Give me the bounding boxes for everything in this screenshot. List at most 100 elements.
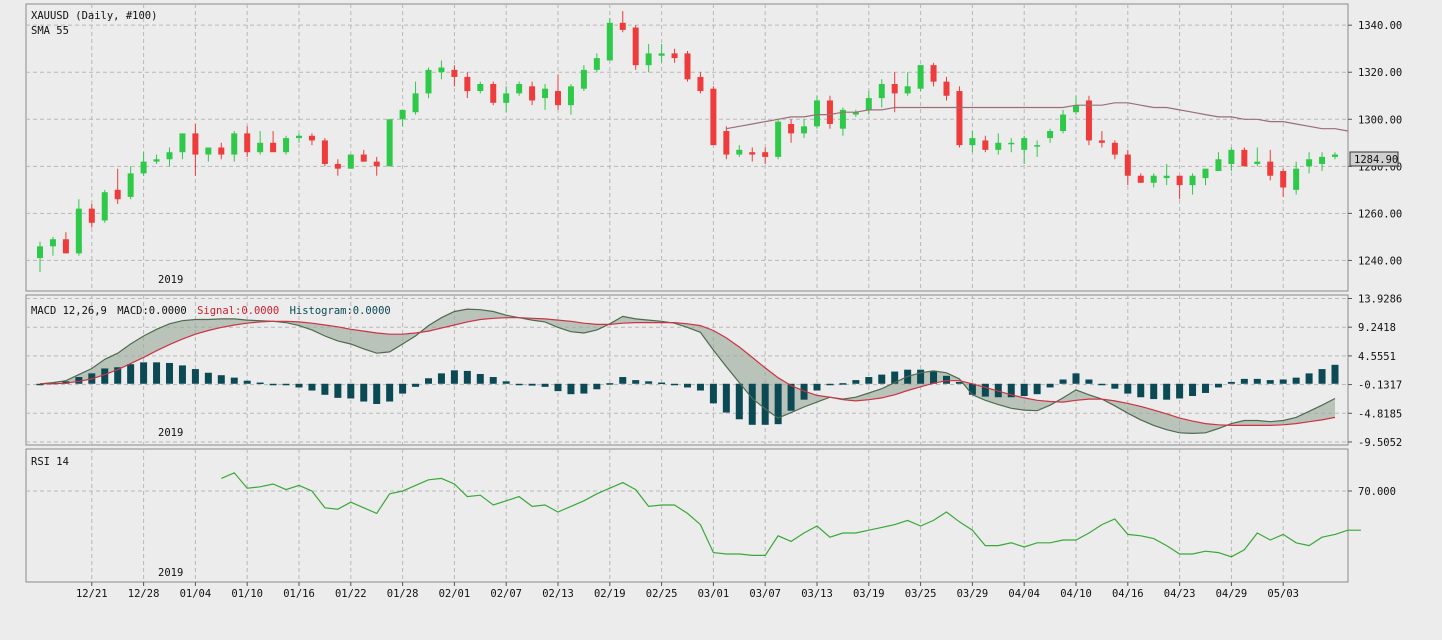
candle-body — [1189, 175, 1196, 186]
histogram-bar — [399, 383, 407, 394]
x-tick-label: 04/16 — [1112, 588, 1144, 600]
histogram-bar — [955, 381, 963, 384]
price-year-label: 2019 — [158, 274, 183, 286]
candle-body — [75, 208, 82, 254]
candle-body — [684, 53, 691, 80]
histogram-bar — [878, 374, 886, 384]
candle-body — [865, 98, 872, 110]
candle-body — [567, 86, 574, 106]
candle-body — [257, 142, 264, 153]
histogram-bar — [114, 367, 122, 384]
candle-body — [218, 147, 225, 155]
macd-ytick-label: 13.9286 — [1358, 293, 1402, 305]
candle-body — [982, 140, 989, 150]
macd-ytick-label: -0.1317 — [1358, 380, 1402, 392]
x-tick-label: 03/19 — [853, 588, 885, 600]
price-chart-title: XAUUSD (Daily, #100) — [31, 10, 157, 22]
x-tick-label: 02/13 — [542, 588, 574, 600]
macd-ytick-label: -9.5052 — [1358, 437, 1402, 449]
histogram-bar — [321, 383, 329, 395]
x-tick-label: 01/10 — [231, 588, 263, 600]
histogram-bar — [217, 375, 225, 384]
x-tick-label: 04/29 — [1216, 588, 1248, 600]
candle-body — [1254, 161, 1261, 164]
candle-body — [891, 83, 898, 94]
candle-body — [153, 159, 160, 162]
macd-legend-histogram: Histogram:0.0000 — [290, 305, 391, 317]
candle-body — [412, 93, 419, 113]
candle-body — [878, 83, 885, 99]
candle-body — [270, 142, 277, 153]
histogram-bar — [1137, 383, 1145, 398]
candle-body — [1034, 145, 1041, 147]
candle-body — [1319, 156, 1326, 164]
x-tick-label: 01/16 — [283, 588, 315, 600]
histogram-bar — [127, 364, 135, 384]
sma-indicator-label: SMA 55 — [31, 25, 69, 37]
histogram-bar — [347, 383, 355, 399]
histogram-bar — [1098, 383, 1106, 386]
candle-body — [852, 112, 859, 115]
histogram-bar — [1214, 383, 1222, 388]
histogram-bar — [425, 378, 432, 384]
histogram-bar — [1046, 383, 1054, 388]
candle-body — [37, 246, 43, 259]
candle-body — [166, 152, 173, 160]
histogram-bar — [774, 383, 782, 425]
histogram-bar — [1059, 379, 1067, 384]
histogram-bar — [153, 362, 161, 384]
histogram-bar — [204, 372, 212, 384]
macd-panel-frame — [25, 294, 1349, 446]
histogram-bar — [412, 383, 420, 387]
rsi-title: RSI 14 — [31, 456, 69, 468]
macd-title: MACD 12,26,9 — [31, 305, 107, 317]
x-tick-label: 03/29 — [957, 588, 989, 600]
histogram-bar — [593, 383, 601, 390]
candle-body — [231, 133, 238, 155]
candle-body — [386, 119, 393, 167]
histogram-bar — [1279, 379, 1287, 384]
candle-body — [399, 109, 406, 120]
histogram-bar — [891, 371, 899, 384]
rsi-panel-frame — [25, 448, 1349, 583]
candle-body — [516, 83, 523, 94]
candle-body — [451, 69, 458, 77]
x-tick-label: 04/10 — [1060, 588, 1092, 600]
histogram-bar — [671, 383, 679, 386]
x-tick-label: 01/04 — [180, 588, 212, 600]
histogram-bar — [1292, 377, 1300, 384]
candle-body — [606, 22, 613, 61]
candle-body — [101, 192, 108, 221]
histogram-bar — [243, 380, 251, 384]
histogram-bar — [36, 383, 44, 386]
candle-body — [736, 149, 743, 155]
histogram-bar — [1163, 383, 1171, 400]
candle-body — [49, 239, 56, 247]
candle-body — [1215, 159, 1222, 172]
histogram-bar — [619, 377, 627, 384]
candle-body — [697, 76, 704, 92]
histogram-bar — [386, 383, 394, 402]
x-tick-label: 03/07 — [749, 588, 781, 600]
histogram-bar — [1020, 383, 1028, 397]
candle-body — [244, 133, 251, 153]
candle-body — [801, 126, 808, 134]
price-ytick-label: 1260.00 — [1358, 208, 1402, 220]
candle-body — [1137, 175, 1144, 183]
candle-body — [1163, 175, 1170, 179]
candle-body — [360, 154, 367, 162]
candle-body — [1047, 131, 1054, 139]
histogram-bar — [917, 369, 925, 384]
candle-body — [503, 93, 510, 103]
histogram-bar — [1253, 378, 1261, 384]
macd-legend-signal: Signal:0.0000 — [197, 305, 279, 317]
histogram-bar — [528, 383, 536, 386]
candle-body — [62, 239, 69, 254]
candle-body — [632, 27, 639, 66]
candle-body — [814, 100, 820, 127]
candle-body — [1124, 154, 1131, 176]
candle-body — [839, 109, 846, 129]
candle-body — [529, 86, 536, 101]
candle-body — [1306, 159, 1313, 167]
